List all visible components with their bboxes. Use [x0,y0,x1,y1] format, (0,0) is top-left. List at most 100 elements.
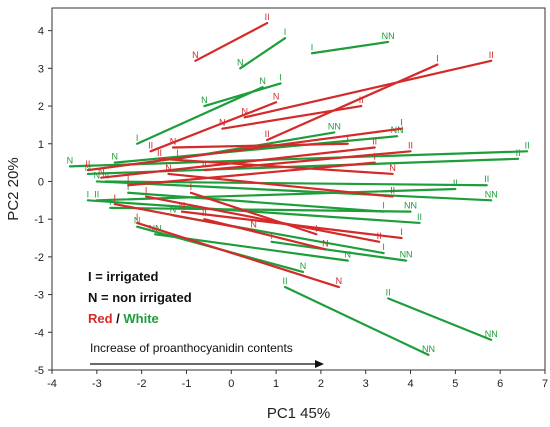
segment-end-label: II [359,95,364,105]
segment-end-label: NN [400,250,413,260]
x-axis-title: PC1 45% [267,405,330,422]
red-segment [136,221,340,289]
segment-end-label: N [67,155,74,165]
x-tick-label: 1 [273,378,279,390]
green-segment [270,240,408,262]
x-tick-label: 7 [542,378,548,390]
segment-end-label: I [127,174,130,184]
segment-end-label: II [157,148,162,158]
segment-end-label: II [202,159,207,169]
segment-end-label: I [136,133,139,143]
y-tick-label: -2 [34,252,44,264]
segment-end-label: N [134,216,141,226]
segment-end-label: N [322,238,329,248]
green-segment [86,199,421,225]
x-tick-label: -3 [92,378,102,390]
segment-end-label: I [136,212,139,222]
annotation-text: Increase of proanthocyanidin contents [90,341,293,355]
y-tick-label: -1 [34,214,44,226]
y-tick-label: 4 [38,26,44,38]
segment-end-label: N [389,163,396,173]
red-segment [221,104,363,130]
green-segment [95,180,493,202]
green-segment [127,191,385,213]
annotation: Increase of proanthocyanidin contents [90,341,324,368]
segment-end-label: N [98,167,105,177]
x-tick-label: 6 [497,378,503,390]
segment-end-label: I [436,54,439,64]
segment-end-label: I [113,193,116,203]
green-segment [310,40,390,55]
segment-end-label: II [265,129,270,139]
green-segment [136,86,264,145]
x-tick-label: 3 [363,378,369,390]
red-segment [180,210,403,240]
red-segment [266,63,439,142]
red-segment [158,157,394,176]
segment-end-label: N [103,170,110,180]
y-tick-label: -5 [34,365,44,377]
segment-end-label: II [372,137,377,147]
segment-end-label: N [170,204,177,214]
segment-end-label: NN [404,201,417,211]
segment-end-label: II [525,140,530,150]
red-segment [145,195,381,243]
segment-end-label: I [400,118,403,128]
y-tick-label: 2 [38,101,44,113]
y-tick-label: 0 [38,176,44,188]
segment-end-label: I [87,189,90,199]
segment-end-label: NN [382,31,395,41]
segment-end-label: I [279,72,282,82]
segment-end-label: I [382,201,385,211]
segment-end-label: I [382,242,385,252]
segment-end-label: II [516,148,521,158]
segment-end-label: I [190,182,193,192]
x-tick-label: -1 [182,378,192,390]
y-tick-label: 1 [38,139,44,151]
segment-end-label: N [273,91,280,101]
red-segment [243,59,493,119]
y-tick-label: -4 [34,327,44,339]
segment-end-label: I [127,182,130,192]
segment-end-label: N [179,201,186,211]
legend-separator: / [113,311,124,326]
red-segment [189,191,318,236]
green-segment [283,285,430,357]
y-tick-label: 3 [38,63,44,75]
segment-end-label: NN [328,121,341,131]
segment-end-label: II [202,208,207,218]
segment-end-label: N [165,163,172,173]
segment-end-label: N [241,106,248,116]
segment-end-label: N [300,261,307,271]
segment-end-label: I [373,152,376,162]
red-segment [100,146,376,179]
segment-end-label: II [85,159,90,169]
segment-end-label: II [453,178,458,188]
x-tick-label: -4 [47,378,57,390]
red-segment [171,142,349,149]
plot-frame [51,7,546,371]
red-segment [167,172,394,198]
x-tick-label: 0 [228,378,234,390]
segment-end-label: II [489,50,494,60]
segment-end-label: II [417,212,422,222]
red-segment [149,101,278,153]
green-segment [239,37,287,70]
segment-end-label: II [94,189,99,199]
segment-end-label: NN [485,189,498,199]
green-segment [68,150,529,168]
segment-end-label: N [170,137,177,147]
legend-non-irrigated: N = non irrigated [88,290,192,305]
red-segment [203,150,412,172]
y-tick-label: -3 [34,290,44,302]
green-segment [203,82,282,108]
segment-end-label: N [345,250,352,260]
green-segment [109,206,412,213]
segment-end-label: I [347,133,350,143]
y-axis-title: PC2 20% [5,157,22,220]
segment-end-label: N [237,57,244,67]
red-segment [113,202,255,232]
segment-end-label: I [315,223,318,233]
segment-end-label: N [192,50,199,60]
